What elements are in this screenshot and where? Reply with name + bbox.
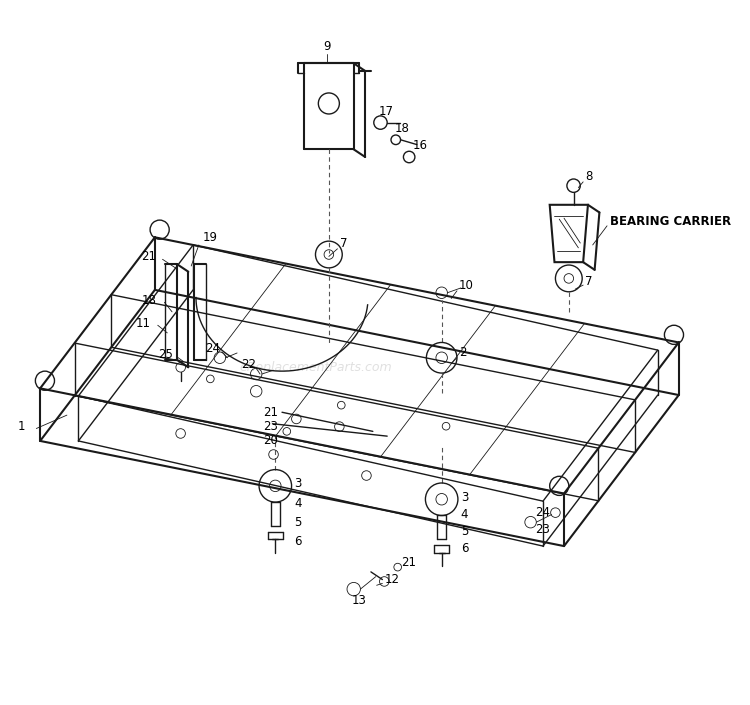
Text: 11: 11 — [136, 317, 151, 330]
Text: 22: 22 — [241, 358, 256, 371]
Text: 8: 8 — [585, 170, 592, 183]
Text: 10: 10 — [459, 278, 474, 292]
Text: 18: 18 — [142, 294, 156, 307]
Text: 20: 20 — [263, 434, 278, 448]
Text: BEARING CARRIER: BEARING CARRIER — [610, 214, 731, 228]
Text: 23: 23 — [536, 523, 550, 537]
Text: eReplacementParts.com: eReplacementParts.com — [239, 361, 392, 374]
Text: 4: 4 — [460, 508, 468, 521]
Text: 16: 16 — [413, 139, 428, 152]
Text: 9: 9 — [323, 39, 331, 53]
Text: 3: 3 — [295, 477, 302, 491]
Text: 7: 7 — [585, 275, 592, 288]
Text: 13: 13 — [352, 594, 367, 607]
Text: 4: 4 — [295, 496, 302, 510]
Text: 5: 5 — [460, 525, 468, 538]
Text: 21: 21 — [142, 250, 157, 263]
Text: 18: 18 — [394, 122, 410, 135]
Text: 24: 24 — [206, 342, 220, 355]
Text: 17: 17 — [379, 104, 394, 118]
Text: 7: 7 — [340, 237, 348, 250]
Text: 6: 6 — [460, 542, 468, 556]
Text: 25: 25 — [158, 348, 172, 362]
Text: 2: 2 — [459, 345, 466, 359]
Text: 12: 12 — [384, 573, 399, 586]
Text: 21: 21 — [401, 556, 416, 569]
Text: 6: 6 — [295, 535, 302, 548]
Text: 21: 21 — [263, 406, 278, 419]
Text: 23: 23 — [263, 420, 278, 433]
Text: 1: 1 — [17, 420, 25, 433]
Text: 19: 19 — [202, 231, 217, 244]
Text: 3: 3 — [460, 491, 468, 504]
Text: 5: 5 — [295, 515, 302, 529]
Text: 24: 24 — [536, 506, 550, 519]
